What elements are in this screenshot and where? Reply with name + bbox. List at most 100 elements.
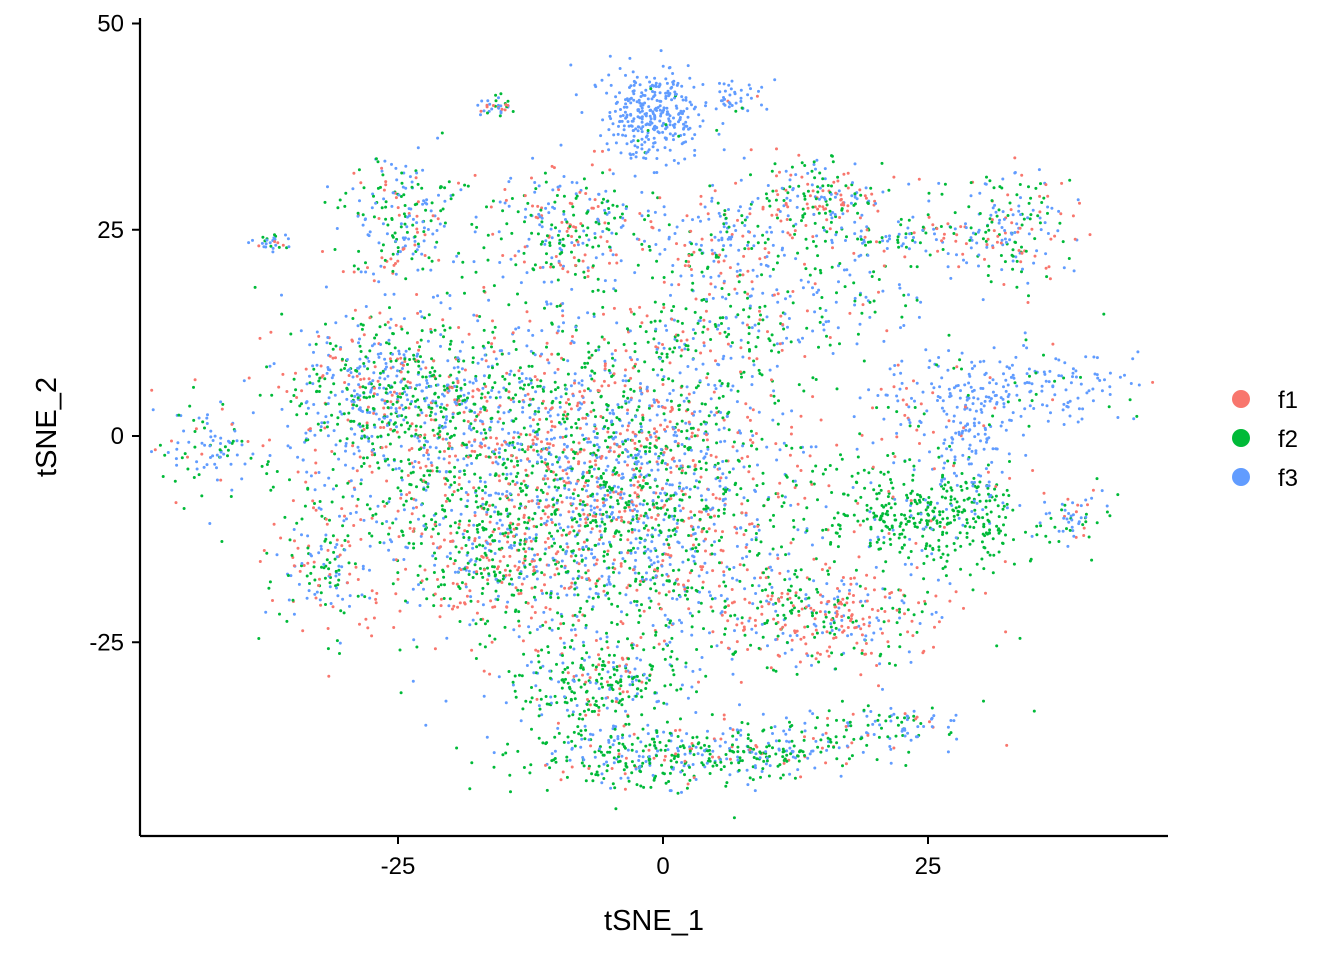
point-f1	[582, 484, 586, 488]
point-f2	[514, 348, 518, 351]
point-f3	[673, 440, 677, 444]
point-f1	[826, 716, 829, 720]
point-f1	[636, 493, 639, 497]
point-f1	[652, 505, 656, 509]
point-f1	[873, 576, 877, 580]
point-f2	[780, 494, 784, 498]
point-f1	[543, 371, 546, 375]
point-f1	[577, 562, 581, 566]
point-f2	[336, 422, 340, 426]
point-f3	[591, 733, 595, 737]
point-f3	[598, 728, 602, 732]
point-f1	[581, 673, 584, 677]
point-f3	[729, 344, 733, 348]
point-f1	[532, 569, 536, 573]
point-f1	[827, 599, 831, 603]
point-f1	[618, 687, 622, 691]
point-f2	[653, 582, 657, 586]
point-f2	[852, 646, 856, 650]
point-f2	[571, 661, 575, 665]
point-f3	[395, 374, 399, 378]
point-f1	[456, 605, 460, 609]
point-f3	[588, 389, 592, 393]
point-f3	[663, 613, 667, 617]
point-f1	[626, 538, 630, 542]
point-f2	[419, 408, 423, 412]
point-f3	[447, 604, 451, 608]
point-f1	[809, 606, 813, 610]
point-f3	[610, 511, 614, 514]
point-f3	[564, 468, 568, 472]
point-f2	[622, 394, 625, 398]
point-f3	[652, 398, 656, 402]
point-f1	[756, 524, 760, 528]
point-f2	[667, 543, 671, 547]
point-f2	[610, 621, 614, 625]
point-f1	[634, 504, 638, 508]
point-f2	[612, 653, 616, 657]
point-f1	[372, 411, 376, 415]
point-f3	[739, 728, 743, 732]
point-f2	[582, 764, 586, 768]
point-f3	[940, 616, 944, 619]
point-f2	[503, 377, 507, 381]
point-f2	[544, 742, 548, 746]
point-f1	[954, 590, 958, 594]
point-f3	[519, 459, 523, 462]
point-f1	[612, 490, 616, 494]
point-f1	[584, 680, 588, 684]
point-f3	[509, 544, 513, 547]
point-f1	[638, 386, 642, 390]
point-f2	[778, 763, 782, 767]
point-f1	[408, 381, 412, 385]
point-f2	[496, 410, 500, 414]
point-f2	[446, 386, 449, 390]
point-f3	[821, 631, 824, 635]
point-f3	[554, 396, 558, 400]
point-f1	[483, 444, 487, 448]
point-f1	[517, 624, 521, 628]
point-f3	[511, 683, 515, 687]
point-f3	[750, 383, 754, 387]
point-f1	[395, 430, 399, 434]
point-f2	[877, 735, 881, 739]
point-f3	[391, 352, 394, 356]
point-f2	[345, 387, 349, 391]
point-f1	[717, 755, 721, 759]
point-f2	[595, 579, 599, 583]
point-f3	[411, 506, 415, 510]
point-f2	[717, 514, 720, 518]
point-f1	[886, 640, 890, 644]
point-f2	[481, 526, 485, 530]
point-f2	[648, 743, 652, 747]
point-f2	[515, 475, 518, 479]
point-f2	[606, 683, 610, 687]
point-f1	[825, 649, 829, 653]
point-f2	[417, 364, 421, 368]
point-f1	[374, 601, 378, 605]
point-f2	[324, 564, 328, 568]
point-f3	[453, 384, 457, 388]
point-f3	[685, 385, 689, 389]
point-f1	[744, 402, 748, 406]
point-f2	[866, 723, 870, 727]
point-f3	[666, 618, 670, 621]
point-f3	[698, 409, 702, 413]
point-f2	[610, 519, 614, 522]
point-f3	[476, 361, 480, 365]
point-f3	[417, 439, 421, 443]
point-f1	[803, 496, 807, 500]
point-f2	[807, 596, 811, 600]
point-f3	[474, 559, 478, 563]
point-f3	[638, 399, 642, 403]
point-f2	[492, 570, 496, 574]
point-f2	[499, 512, 503, 516]
point-f1	[544, 606, 548, 610]
point-f3	[467, 391, 471, 395]
point-f3	[633, 551, 637, 554]
point-f3	[902, 324, 906, 327]
point-f3	[692, 555, 696, 559]
point-f1	[536, 486, 539, 490]
point-f2	[667, 579, 671, 583]
point-f2	[425, 597, 429, 601]
